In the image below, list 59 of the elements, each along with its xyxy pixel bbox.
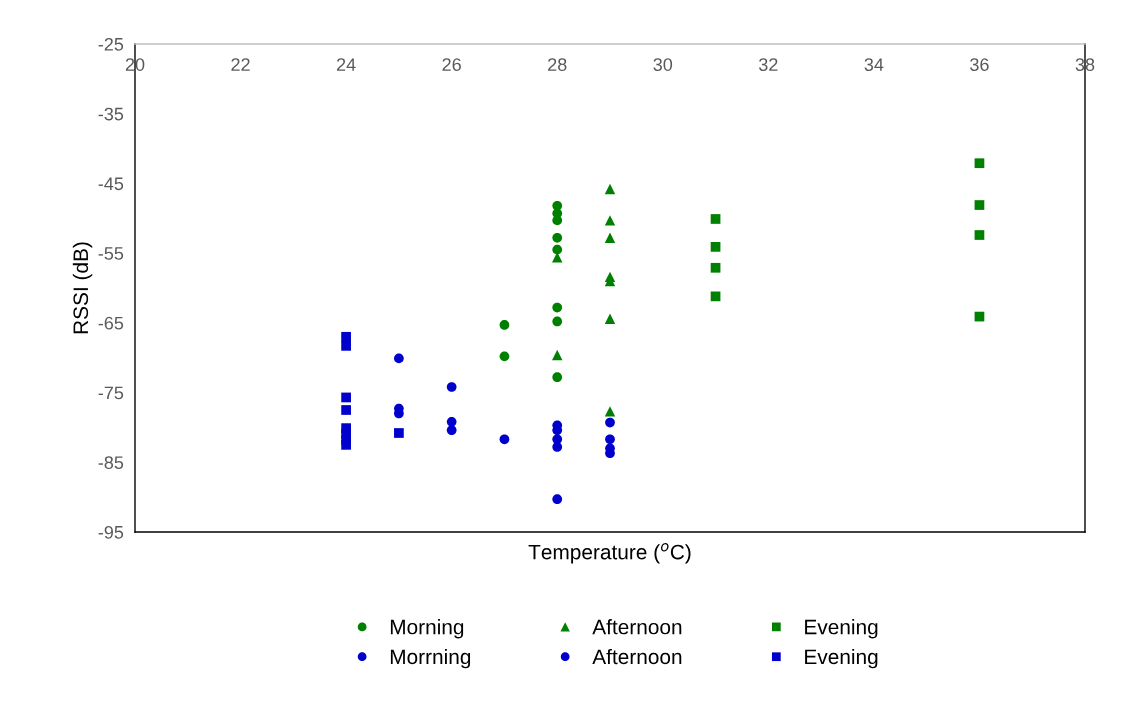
x-tick-label: 36 (970, 58, 989, 71)
point (974, 230, 985, 240)
point (394, 428, 404, 438)
y-tick-label: -55 (98, 247, 124, 260)
point (499, 320, 510, 330)
x-axis-title: Temperature ($^{o}$C) (528, 543, 691, 564)
legend-label: Morning (390, 619, 464, 639)
x-tick-label: 30 (653, 58, 673, 71)
point (341, 405, 351, 415)
point (604, 313, 616, 324)
point (341, 440, 351, 450)
point (446, 382, 457, 392)
x-tick-label: 24 (336, 58, 356, 71)
y-tick-label: -95 (98, 525, 124, 539)
point (446, 425, 457, 436)
point (604, 215, 616, 226)
point (605, 434, 615, 445)
x-tick-label: 22 (231, 58, 250, 71)
point (446, 416, 457, 427)
y-tick-label: -45 (98, 177, 124, 191)
point (552, 349, 563, 361)
x-tick-label: 32 (758, 58, 778, 71)
point (604, 406, 616, 417)
point (341, 331, 351, 342)
point (552, 442, 563, 452)
y-tick-label: -85 (98, 456, 124, 470)
y-tick-label: -75 (98, 386, 124, 400)
point (552, 494, 563, 505)
y-tick-label: -25 (98, 37, 124, 51)
point (552, 244, 563, 255)
point (604, 183, 616, 195)
point (552, 232, 563, 243)
point (552, 372, 563, 383)
point (974, 200, 985, 210)
point (552, 316, 563, 327)
point (604, 232, 616, 244)
x-tick-label: 34 (864, 58, 884, 71)
point (710, 242, 721, 252)
legend-label: Afternoon (592, 619, 682, 635)
point (394, 353, 404, 364)
y-tick-label: -65 (98, 316, 124, 330)
legend-label: Morrning (390, 648, 471, 669)
point (710, 262, 721, 273)
point (974, 158, 985, 169)
x-tick-label: 26 (442, 58, 461, 71)
legend-label: Evening (805, 648, 878, 669)
point (552, 302, 563, 313)
y-tick-label: -35 (98, 107, 124, 121)
point (341, 392, 351, 403)
legend-label: Afternoon (592, 648, 682, 665)
point (499, 351, 510, 362)
point (341, 341, 351, 351)
legend-label: Evening (805, 619, 878, 639)
y-axis-title: RSSI (dB) (72, 242, 93, 334)
x-tick-label: 28 (548, 58, 567, 71)
point (710, 214, 721, 224)
point (499, 434, 510, 445)
point (552, 215, 563, 226)
point (605, 417, 615, 428)
